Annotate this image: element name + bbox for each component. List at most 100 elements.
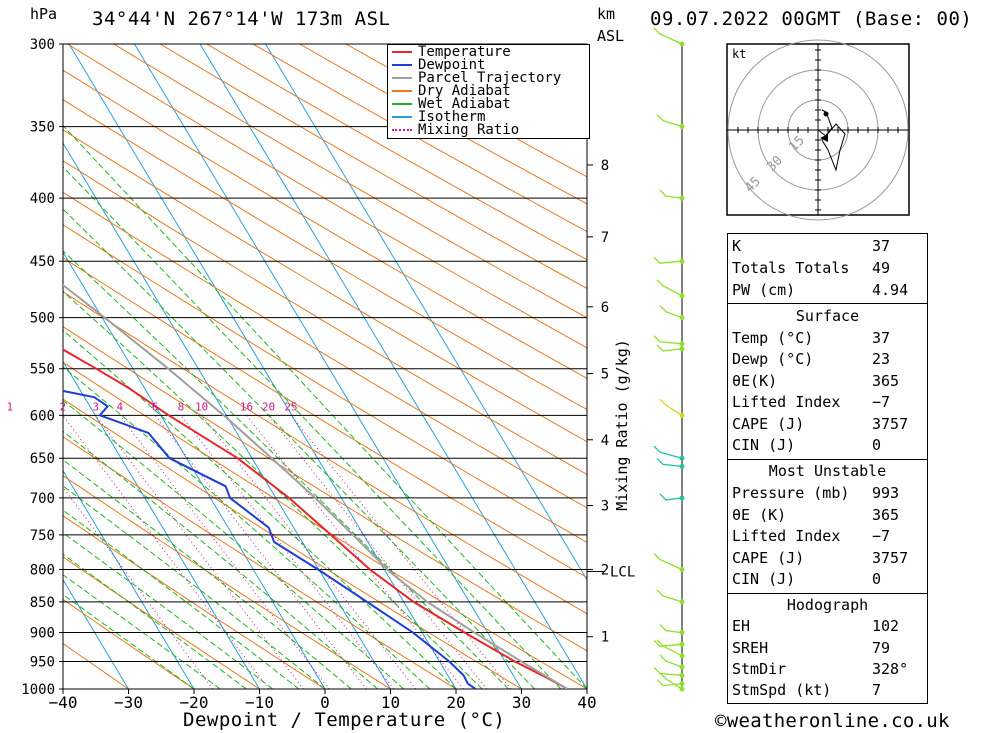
dry-adiabat-line bbox=[63, 291, 587, 615]
mixing-ratio-line bbox=[180, 414, 395, 689]
wind-level-dot bbox=[679, 341, 685, 347]
dry-adiabat-line bbox=[67, 44, 587, 349]
km-tick-label: 8 bbox=[601, 158, 609, 174]
dry-adiabat-line bbox=[63, 515, 326, 689]
wind-barb bbox=[656, 344, 683, 352]
mixing-ratio-label: 16 bbox=[240, 400, 253, 413]
pressure-tick-label: 800 bbox=[30, 562, 55, 578]
hodograph-trace bbox=[817, 109, 846, 172]
surface-row-cape: CAPE (J) 3757 bbox=[732, 415, 909, 433]
wet-adiabat-line bbox=[63, 366, 431, 689]
isotherm-line bbox=[63, 251, 326, 689]
dry-adiabat-line bbox=[63, 642, 129, 689]
km-unit-label: km bbox=[597, 5, 616, 23]
legend-swatch bbox=[392, 77, 412, 79]
pressure-tick-label: 1000 bbox=[21, 682, 55, 698]
wind-barb bbox=[659, 493, 683, 501]
mixing-ratio-label: 6 bbox=[152, 400, 159, 413]
datetime-title: 09.07.2022 00GMT (Base: 00) bbox=[650, 8, 973, 30]
pressure-tick-label: 350 bbox=[30, 120, 55, 136]
wet-adiabat-line bbox=[63, 532, 273, 689]
mixing-ratio-axis-title: Mixing Ratio (g/kg) bbox=[613, 339, 631, 511]
hodograph-unit-label: kt bbox=[732, 47, 746, 61]
wind-barb bbox=[656, 589, 683, 603]
wind-barb bbox=[656, 457, 683, 468]
x-tick-label: −30 bbox=[114, 693, 143, 712]
mixing-ratio-label: 2 bbox=[60, 400, 67, 413]
legend-swatch bbox=[392, 64, 412, 66]
dry-adiabat-line bbox=[63, 398, 522, 689]
wet-adiabat-line bbox=[63, 574, 221, 689]
pressure-tick-label: 900 bbox=[30, 626, 55, 642]
mu-row-cin: CIN (J) 0 bbox=[732, 570, 882, 588]
isotherm-line bbox=[265, 44, 587, 581]
legend-label: Dry Adiabat bbox=[418, 83, 511, 99]
legend-label: Isotherm bbox=[418, 109, 486, 125]
surface-row-dewp: Dewp (°C) 23 bbox=[732, 350, 891, 368]
x-axis-title: Dewpoint / Temperature (°C) bbox=[183, 709, 506, 731]
legend-swatch bbox=[392, 51, 412, 53]
wind-barb bbox=[656, 679, 683, 687]
wind-barb bbox=[659, 398, 683, 416]
mu-row-cape: CAPE (J) 3757 bbox=[732, 549, 909, 567]
mixing-ratio-label: 8 bbox=[178, 400, 185, 413]
wind-barb bbox=[656, 279, 683, 297]
legend-entry: Mixing Ratio bbox=[392, 123, 519, 137]
wind-level-dot bbox=[679, 599, 685, 605]
wind-barb bbox=[659, 672, 683, 690]
index-row-pw: PW (cm) 4.94 bbox=[732, 281, 909, 299]
pressure-tick-label: 450 bbox=[30, 254, 55, 270]
wind-barb bbox=[653, 27, 683, 45]
km-tick-label: 1 bbox=[601, 630, 609, 646]
x-tick-label: −40 bbox=[49, 693, 78, 712]
mu-row-lifted-index: Lifted Index −7 bbox=[732, 527, 891, 545]
axis-labels: 1 2 3 4 6 8 10 16 20 2530035040045050055060065070… bbox=[6, 37, 635, 712]
wet-adiabat-line bbox=[63, 208, 535, 689]
pressure-tick-label: 550 bbox=[30, 362, 55, 378]
x-tick-label: 20 bbox=[446, 693, 465, 712]
legend-entry: Wet Adiabat bbox=[392, 96, 511, 112]
wind-barb bbox=[659, 654, 683, 668]
pressure-tick-label: 300 bbox=[30, 37, 55, 53]
pressure-unit-label: hPa bbox=[30, 5, 58, 23]
hodo-row-stmspd: StmSpd (kt) 7 bbox=[732, 681, 882, 699]
dry-adiabat-line bbox=[63, 69, 587, 379]
isotherm-line bbox=[63, 469, 195, 689]
wet-adiabat-line bbox=[63, 291, 483, 689]
dry-adiabat-line bbox=[206, 44, 587, 261]
dry-adiabat-line bbox=[63, 556, 260, 689]
most-unstable-section-title: Most Unstable bbox=[768, 462, 887, 480]
wet-adiabat-line bbox=[63, 459, 352, 689]
wet-adiabat-line bbox=[63, 329, 457, 689]
km-tick-label: 3 bbox=[601, 499, 609, 515]
wet-adiabat-line bbox=[63, 509, 300, 689]
dry-adiabat-line bbox=[63, 598, 195, 689]
wind-barb bbox=[653, 335, 683, 345]
legend-entry: Parcel Trajectory bbox=[392, 70, 562, 86]
hodo-row-sreh: SREH 79 bbox=[732, 639, 891, 657]
lcl-label: LCL bbox=[610, 564, 635, 580]
dry-adiabat-line bbox=[63, 129, 587, 443]
wind-barb bbox=[653, 445, 683, 459]
mixing-ratio-label: 3 bbox=[92, 400, 99, 413]
pressure-tick-label: 500 bbox=[30, 311, 55, 327]
mixing-ratio-label: 10 bbox=[195, 400, 208, 413]
wind-level-dot bbox=[679, 455, 685, 461]
dry-adiabat-line bbox=[63, 475, 391, 689]
wind-barb bbox=[653, 666, 683, 677]
legend-entry: Dewpoint bbox=[392, 58, 485, 72]
credit-link[interactable]: ©weatheronline.co.uk bbox=[715, 710, 950, 732]
wet-adiabat-line bbox=[63, 553, 247, 689]
legend-swatch bbox=[392, 103, 412, 105]
wind-barb bbox=[659, 624, 683, 634]
wind-barb bbox=[656, 114, 683, 128]
asl-unit-label: ASL bbox=[597, 27, 625, 45]
wind-barb-column bbox=[653, 27, 685, 692]
isotherm-line bbox=[68, 44, 457, 689]
wind-level-dot bbox=[679, 346, 685, 352]
legend-label: Wet Adiabat bbox=[418, 96, 511, 112]
km-tick-label: 2 bbox=[601, 562, 609, 578]
legend-swatch bbox=[392, 129, 412, 131]
legend-label: Parcel Trajectory bbox=[418, 70, 562, 86]
